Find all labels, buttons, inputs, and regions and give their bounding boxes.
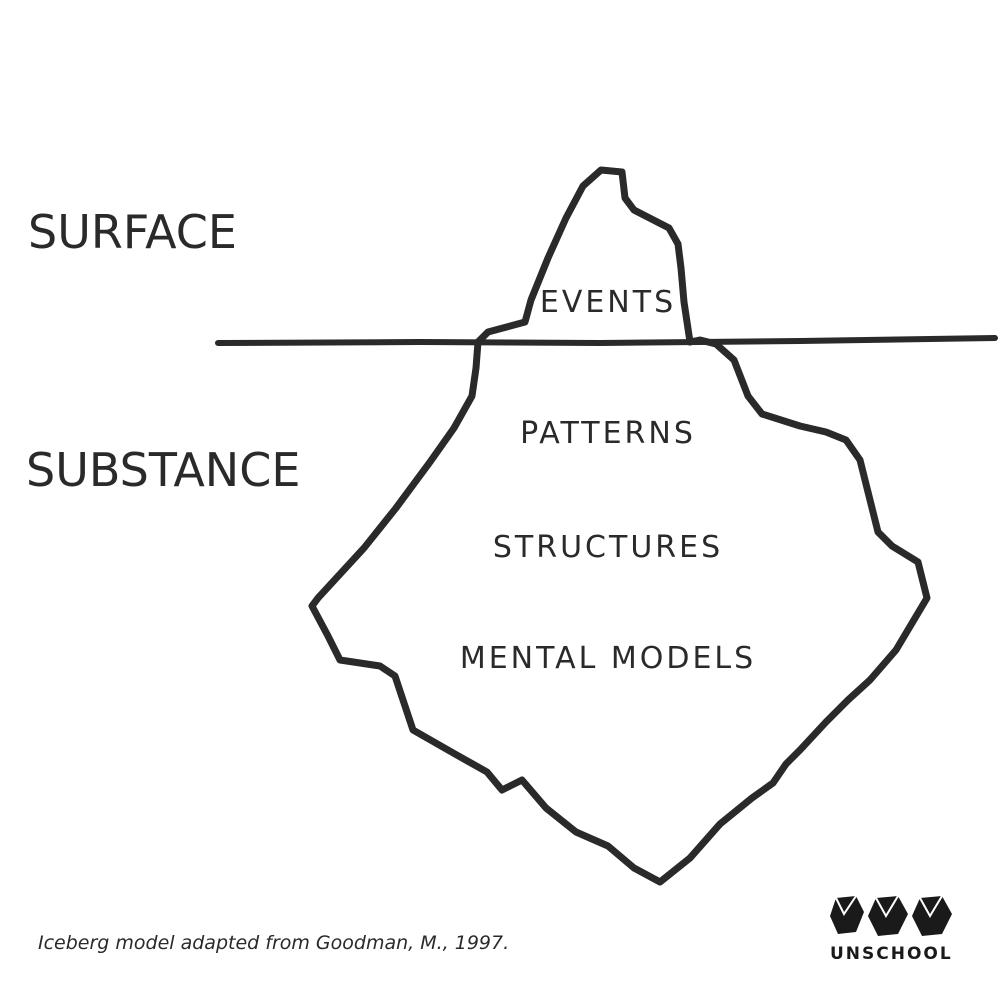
waterline — [215, 335, 998, 347]
substance-label: SUBSTANCE — [26, 443, 300, 497]
layer-label-events: EVENTS — [540, 285, 676, 320]
iceberg-tip-outline — [474, 166, 694, 346]
logo-wordmark: UNSCHOOL — [830, 944, 953, 964]
three-gem-icon — [830, 895, 952, 936]
layer-label-patterns: PATTERNS — [520, 416, 696, 451]
layer-label-mental-models: MENTAL MODELS — [460, 641, 756, 676]
iceberg-body-outline — [308, 336, 931, 886]
layer-label-structures: STRUCTURES — [493, 530, 723, 565]
source-caption: Iceberg model adapted from Goodman, M., … — [38, 932, 510, 954]
surface-label: SURFACE — [28, 205, 237, 259]
unschool-logo: UNSCHOOL — [826, 892, 956, 972]
